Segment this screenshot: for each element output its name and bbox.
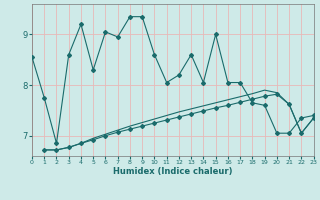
X-axis label: Humidex (Indice chaleur): Humidex (Indice chaleur): [113, 167, 233, 176]
